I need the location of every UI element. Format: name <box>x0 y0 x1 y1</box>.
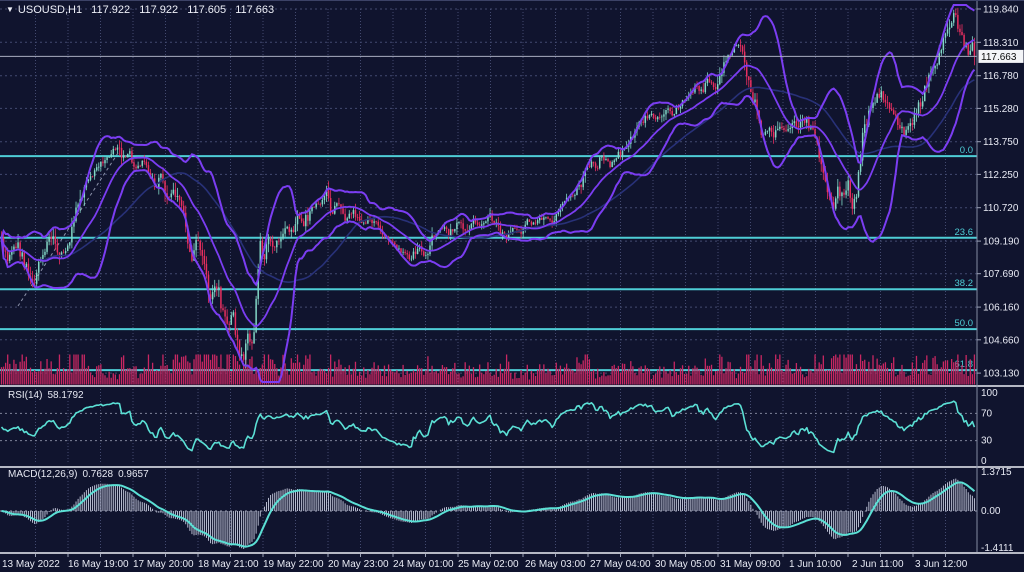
price-axis: 119.840 118.310 116.780 115.280 113.750 112.2… <box>976 1 1020 552</box>
price-axis-label: 112.250 <box>983 170 1019 181</box>
time-axis-label: 16 May 19:00 <box>68 559 129 570</box>
rsi-line <box>0 400 976 454</box>
time-axis-label: 2 Jun 11:00 <box>852 559 904 570</box>
current-price-layer: 117.663 <box>0 49 1024 63</box>
time-axis-label: 19 May 22:00 <box>263 559 324 570</box>
macd-scale-label: 1.3715 <box>981 467 1012 478</box>
price-axis-label: 103.130 <box>983 369 1020 380</box>
rsi-scale-label: 0 <box>981 456 987 467</box>
price-axis-label: 106.160 <box>983 303 1020 314</box>
macd-scale-label: 0.00 <box>981 506 1001 517</box>
fib-level-label: 23.6 <box>955 227 974 238</box>
bollinger-layer <box>0 4 976 383</box>
time-axis-label: 31 May 09:00 <box>720 559 781 570</box>
fib-level-label: 50.0 <box>955 318 974 329</box>
price-axis-label: 118.310 <box>983 38 1019 49</box>
price-axis-label: 113.750 <box>983 137 1019 148</box>
bollinger-lower <box>0 68 976 383</box>
price-axis-label: 109.190 <box>983 237 1020 248</box>
price-axis-label: 119.840 <box>983 5 1019 16</box>
rsi-scale-label: 70 <box>981 408 993 419</box>
rsi-scale-label: 100 <box>981 388 998 399</box>
price-axis-label: 110.720 <box>983 203 1019 214</box>
rsi-layer: 100 70 30 0 <box>0 388 998 467</box>
slow-ma-line <box>0 79 975 284</box>
macd-scale-label: -1.4111 <box>981 543 1014 554</box>
fib-level-label: 0.0 <box>960 145 973 156</box>
price-axis-label: 104.660 <box>983 335 1020 346</box>
time-axis-label: 18 May 21:00 <box>198 559 259 570</box>
macd-signal-line <box>1 481 976 548</box>
time-axis-label: 25 May 02:00 <box>458 559 519 570</box>
macd-layer: 1.3715 0.00 -1.4111 <box>0 467 1014 554</box>
time-axis-label: 26 May 03:00 <box>525 559 586 570</box>
time-axis-label: 20 May 23:00 <box>328 559 389 570</box>
price-axis-label: 107.690 <box>983 269 1020 280</box>
current-price-badge <box>978 49 1024 63</box>
fib-level-label: 61.8 <box>955 359 974 370</box>
time-axis-label: 13 May 2022 <box>2 559 60 570</box>
bollinger-upper <box>0 4 975 287</box>
time-axis: 13 May 2022 16 May 19:00 17 May 20:00 18 Ma… <box>2 554 968 570</box>
time-axis-label: 27 May 04:00 <box>590 559 651 570</box>
time-axis-label: 17 May 20:00 <box>133 559 194 570</box>
volume-bars <box>0 354 976 385</box>
symbol-dropdown-icon[interactable]: ▼ <box>6 5 14 14</box>
time-axis-label: 24 May 01:00 <box>393 559 454 570</box>
time-axis-label: 1 Jun 10:00 <box>789 559 842 570</box>
window-separators <box>0 385 1024 554</box>
price-axis-label: 115.280 <box>983 104 1019 115</box>
price-axis-label: 116.780 <box>983 71 1019 82</box>
current-price-text: 117.663 <box>981 52 1017 63</box>
fib-level-label: 38.2 <box>955 278 974 289</box>
rsi-scale-label: 30 <box>981 436 993 447</box>
bollinger-middle <box>0 39 975 328</box>
time-axis-label: 30 May 05:00 <box>655 559 716 570</box>
time-axis-label: 3 Jun 12:00 <box>915 559 968 570</box>
